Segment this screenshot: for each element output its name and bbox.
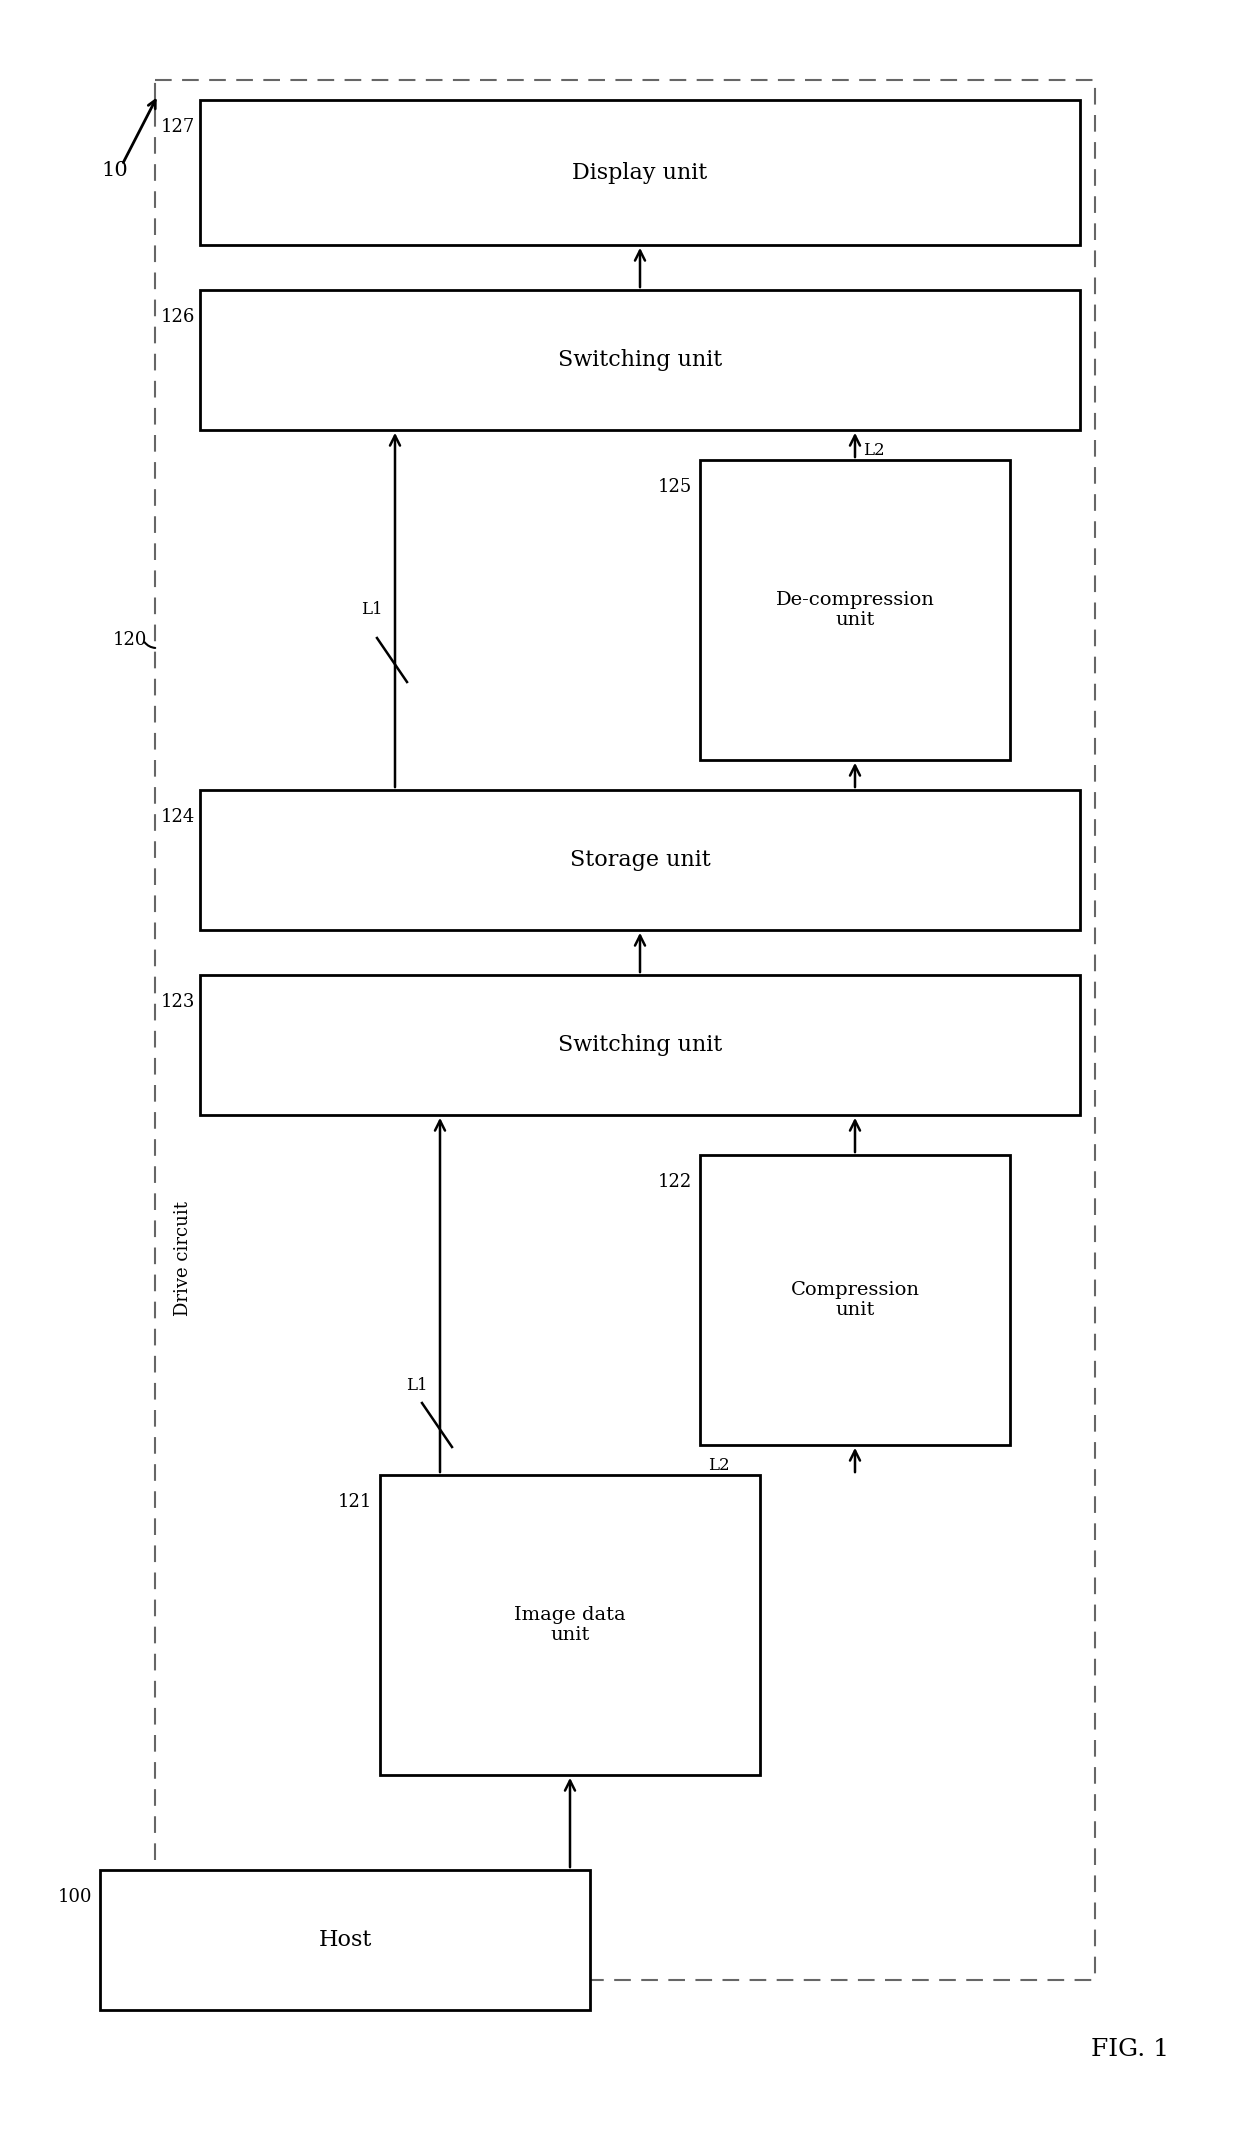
Bar <box>200 791 1080 930</box>
Text: Compression
unit: Compression unit <box>791 1282 920 1320</box>
Text: 121: 121 <box>337 1494 372 1511</box>
Text: FIG. 1: FIG. 1 <box>1091 2038 1169 2062</box>
Text: Image data
unit: Image data unit <box>515 1605 626 1644</box>
Text: L2: L2 <box>863 441 884 459</box>
Text: 120: 120 <box>113 630 148 649</box>
Bar <box>100 1871 590 2010</box>
Bar <box>701 461 1011 761</box>
Text: 10: 10 <box>102 161 129 180</box>
Bar <box>200 289 1080 431</box>
Text: 122: 122 <box>657 1172 692 1192</box>
Bar <box>200 101 1080 244</box>
Text: 127: 127 <box>161 118 195 135</box>
Text: 100: 100 <box>57 1888 92 1905</box>
Text: 124: 124 <box>161 808 195 825</box>
Bar <box>379 1474 760 1774</box>
Text: Switching unit: Switching unit <box>558 349 722 371</box>
Bar <box>200 975 1080 1114</box>
Bar <box>155 79 1095 1980</box>
Text: Drive circuit: Drive circuit <box>174 1200 192 1316</box>
Bar <box>701 1155 1011 1444</box>
Text: De-compression
unit: De-compression unit <box>775 591 935 630</box>
Text: Host: Host <box>319 1929 372 1950</box>
Text: L1: L1 <box>407 1376 428 1393</box>
Text: 123: 123 <box>161 992 195 1011</box>
Text: Storage unit: Storage unit <box>569 849 711 870</box>
Text: 126: 126 <box>161 309 195 326</box>
Text: Switching unit: Switching unit <box>558 1035 722 1056</box>
Text: 125: 125 <box>657 478 692 495</box>
Text: Display unit: Display unit <box>573 161 708 184</box>
Text: L1: L1 <box>361 602 383 619</box>
Text: L2: L2 <box>708 1457 729 1474</box>
